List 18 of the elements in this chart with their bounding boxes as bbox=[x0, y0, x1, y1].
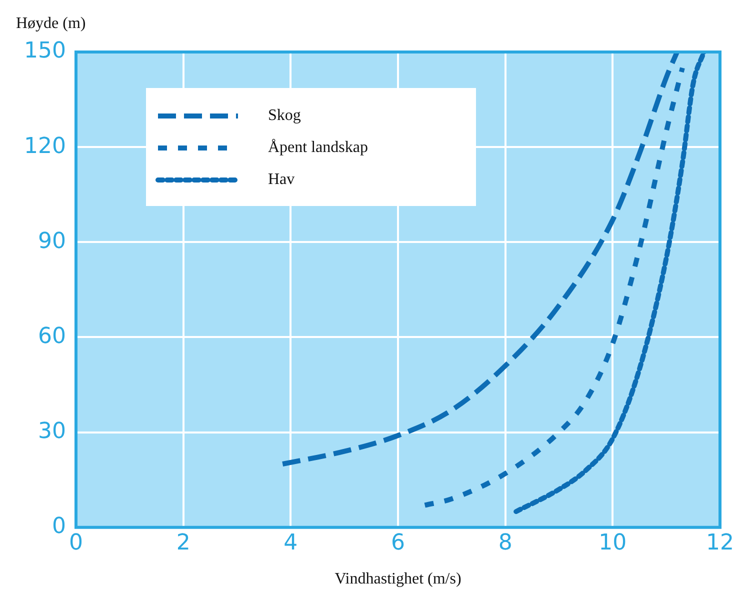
y-tick-label: 60 bbox=[38, 324, 66, 349]
y-tick-label: 30 bbox=[38, 419, 66, 444]
y-tick-label: 90 bbox=[38, 228, 66, 254]
legend-label: Hav bbox=[268, 171, 295, 188]
x-tick-label: 2 bbox=[176, 530, 190, 556]
x-tick-label: 10 bbox=[598, 530, 627, 556]
x-tick-label: 4 bbox=[284, 530, 298, 556]
legend-label: Skog bbox=[268, 107, 301, 124]
y-axis-title: Høyde (m) bbox=[16, 15, 86, 32]
x-tick-label: 6 bbox=[390, 530, 405, 556]
y-tick-label: 120 bbox=[24, 134, 66, 159]
x-tick-label: 8 bbox=[498, 530, 512, 556]
y-tick-label: 0 bbox=[52, 514, 66, 540]
x-tick-label: 0 bbox=[68, 530, 83, 556]
y-tick-label: 150 bbox=[24, 38, 66, 64]
legend-label: Åpent landskap bbox=[268, 138, 368, 156]
x-axis-title: Vindhastighet (m/s) bbox=[334, 570, 462, 588]
x-tick-label: 12 bbox=[706, 530, 734, 556]
